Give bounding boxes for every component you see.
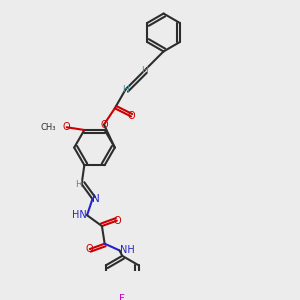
Text: O: O: [86, 244, 94, 254]
Text: CH₃: CH₃: [40, 123, 56, 132]
Text: O: O: [100, 119, 108, 130]
Text: NH: NH: [119, 245, 134, 255]
Text: O: O: [127, 111, 135, 122]
Text: O: O: [63, 122, 70, 132]
Text: H: H: [122, 85, 129, 94]
Text: O: O: [113, 216, 121, 226]
Text: H: H: [75, 180, 82, 189]
Text: F: F: [119, 294, 125, 300]
Text: H: H: [141, 66, 148, 75]
Text: HN: HN: [72, 210, 87, 220]
Text: N: N: [92, 194, 100, 204]
